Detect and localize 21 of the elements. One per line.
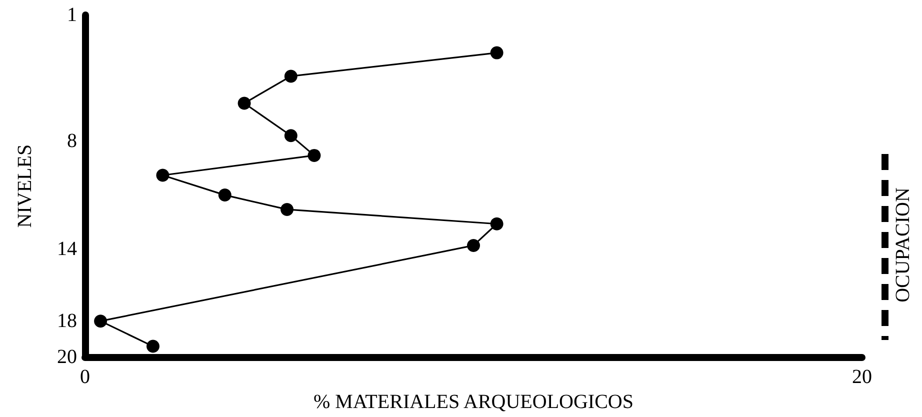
x-axis-title: % MATERIALES ARQUEOLOGICOS bbox=[314, 391, 634, 413]
y-tick-label: 8 bbox=[67, 130, 77, 152]
point bbox=[156, 168, 170, 182]
point bbox=[284, 129, 298, 142]
point bbox=[238, 96, 251, 110]
point bbox=[280, 202, 294, 216]
y-tick-label: 18 bbox=[57, 310, 77, 332]
text: OCUPACION bbox=[892, 188, 914, 302]
x-tick-label: 0 bbox=[80, 366, 90, 388]
point bbox=[308, 148, 321, 162]
point bbox=[94, 314, 108, 328]
point bbox=[284, 70, 298, 83]
y-axis-title: NIVELES bbox=[14, 144, 36, 228]
point bbox=[467, 238, 480, 252]
y-tick-label: 14 bbox=[57, 238, 77, 260]
y-tick-label: 1 bbox=[67, 4, 77, 26]
point bbox=[218, 188, 232, 202]
y-tick-label: 20 bbox=[57, 346, 77, 368]
point bbox=[490, 217, 504, 230]
point bbox=[146, 340, 160, 353]
point bbox=[490, 46, 504, 60]
